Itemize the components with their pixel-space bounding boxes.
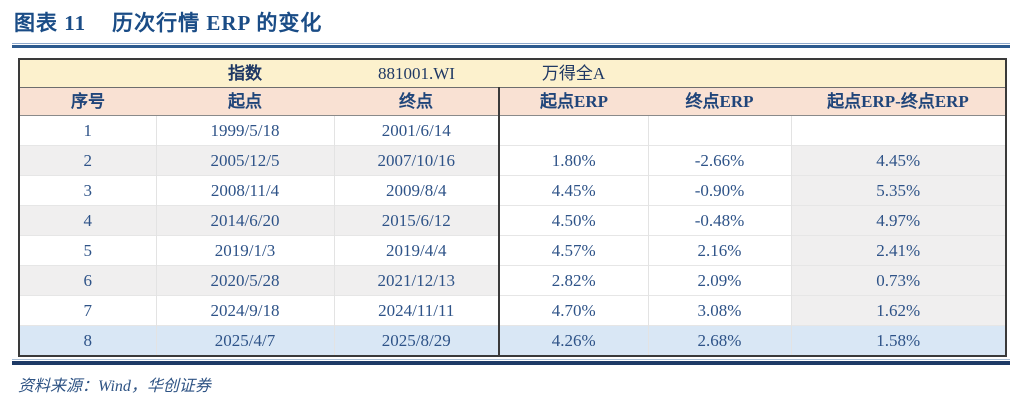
cell-start: 2014/6/20: [155, 205, 334, 236]
cell-end-erp: -0.48%: [647, 205, 791, 236]
meta-empty-cell: [648, 59, 791, 88]
cell-diff: 0.73%: [790, 265, 1006, 296]
index-label: 指数: [156, 59, 334, 88]
cell-no: 2: [19, 145, 156, 176]
table-row: 6 2020/5/28 2021/12/13 2.82% 2.09% 0.73%: [19, 265, 1006, 296]
cell-no: 7: [19, 295, 156, 326]
figure-title: 图表 11 历次行情 ERP 的变化: [14, 7, 1010, 37]
cell-end-erp: -0.90%: [647, 175, 791, 206]
col-header-no: 序号: [19, 87, 156, 116]
table-row: 3 2008/11/4 2009/8/4 4.45% -0.90% 5.35%: [19, 175, 1006, 206]
table-row: 2 2005/12/5 2007/10/16 1.80% -2.66% 4.45…: [19, 145, 1006, 176]
cell-end-erp: 2.16%: [647, 235, 791, 266]
bottom-divider-thin-line: [12, 359, 1010, 360]
meta-empty-cell: [791, 59, 1006, 88]
cell-start-erp: 4.57%: [498, 235, 648, 266]
index-meta-row: 指数 881001.WI 万得全A: [19, 59, 1006, 88]
cell-no: 4: [19, 205, 156, 236]
table-row: 1 1999/5/18 2001/6/14: [19, 115, 1006, 146]
cell-diff: 2.41%: [790, 235, 1006, 266]
cell-diff: 5.35%: [790, 175, 1006, 206]
cell-diff: 1.58%: [790, 325, 1006, 356]
col-header-end-erp: 终点ERP: [648, 87, 791, 116]
meta-empty-cell: [19, 59, 156, 88]
cell-start-erp: 4.45%: [498, 175, 648, 206]
cell-start-erp: 2.82%: [498, 265, 648, 296]
cell-start: 2025/4/7: [155, 325, 334, 356]
cell-start: 1999/5/18: [155, 115, 334, 146]
cell-end: 2024/11/11: [333, 295, 499, 326]
cell-no: 6: [19, 265, 156, 296]
cell-diff: [790, 115, 1006, 146]
col-header-diff: 起点ERP-终点ERP: [791, 87, 1006, 116]
cell-end: 2001/6/14: [333, 115, 499, 146]
cell-end: 2009/8/4: [333, 175, 499, 206]
cell-start: 2020/5/28: [155, 265, 334, 296]
col-header-end: 终点: [334, 87, 499, 116]
figure-label: 图表 11: [14, 11, 87, 35]
column-header-row: 序号 起点 终点 起点ERP 终点ERP 起点ERP-终点ERP: [19, 87, 1006, 116]
table-row: 4 2014/6/20 2015/6/12 4.50% -0.48% 4.97%: [19, 205, 1006, 236]
cell-end: 2025/8/29: [333, 325, 499, 356]
cell-start-erp: 4.26%: [498, 325, 648, 356]
cell-diff: 1.62%: [790, 295, 1006, 326]
cell-start: 2024/9/18: [155, 295, 334, 326]
cell-end: 2021/12/13: [333, 265, 499, 296]
table-row: 7 2024/9/18 2024/11/11 4.70% 3.08% 1.62%: [19, 295, 1006, 326]
bottom-divider: [12, 359, 1010, 365]
cell-end: 2007/10/16: [333, 145, 499, 176]
table-row: 5 2019/1/3 2019/4/4 4.57% 2.16% 2.41%: [19, 235, 1006, 266]
cell-end: 2019/4/4: [333, 235, 499, 266]
title-divider-thin-line: [12, 43, 1010, 44]
cell-no: 3: [19, 175, 156, 206]
source-note: 资料来源：Wind，华创证券: [18, 378, 211, 395]
index-name: 万得全A: [499, 59, 648, 88]
cell-end-erp: [647, 115, 791, 146]
cell-no: 1: [19, 115, 156, 146]
cell-start: 2008/11/4: [155, 175, 334, 206]
cell-start-erp: [498, 115, 648, 146]
cell-diff: 4.97%: [790, 205, 1006, 236]
cell-no: 5: [19, 235, 156, 266]
table-row-highlighted: 8 2025/4/7 2025/8/29 4.26% 2.68% 1.58%: [19, 325, 1006, 356]
figure-name: 历次行情 ERP 的变化: [112, 11, 323, 35]
cell-start: 2019/1/3: [155, 235, 334, 266]
col-header-start-erp: 起点ERP: [498, 87, 648, 116]
erp-table: 指数 881001.WI 万得全A 序号 起点 终点 起点ERP 终点ERP 起…: [18, 58, 1007, 357]
cell-end-erp: -2.66%: [647, 145, 791, 176]
cell-no: 8: [19, 325, 156, 356]
cell-start: 2005/12/5: [155, 145, 334, 176]
cell-start-erp: 1.80%: [498, 145, 648, 176]
col-header-start: 起点: [156, 87, 334, 116]
cell-end-erp: 2.68%: [647, 325, 791, 356]
cell-end-erp: 3.08%: [647, 295, 791, 326]
title-divider-thick-line: [12, 45, 1010, 48]
cell-end: 2015/6/12: [333, 205, 499, 236]
index-code: 881001.WI: [334, 59, 499, 88]
cell-end-erp: 2.09%: [647, 265, 791, 296]
cell-start-erp: 4.70%: [498, 295, 648, 326]
title-divider: [12, 43, 1010, 48]
cell-diff: 4.45%: [790, 145, 1006, 176]
bottom-divider-thick-line: [12, 361, 1010, 365]
cell-start-erp: 4.50%: [498, 205, 648, 236]
